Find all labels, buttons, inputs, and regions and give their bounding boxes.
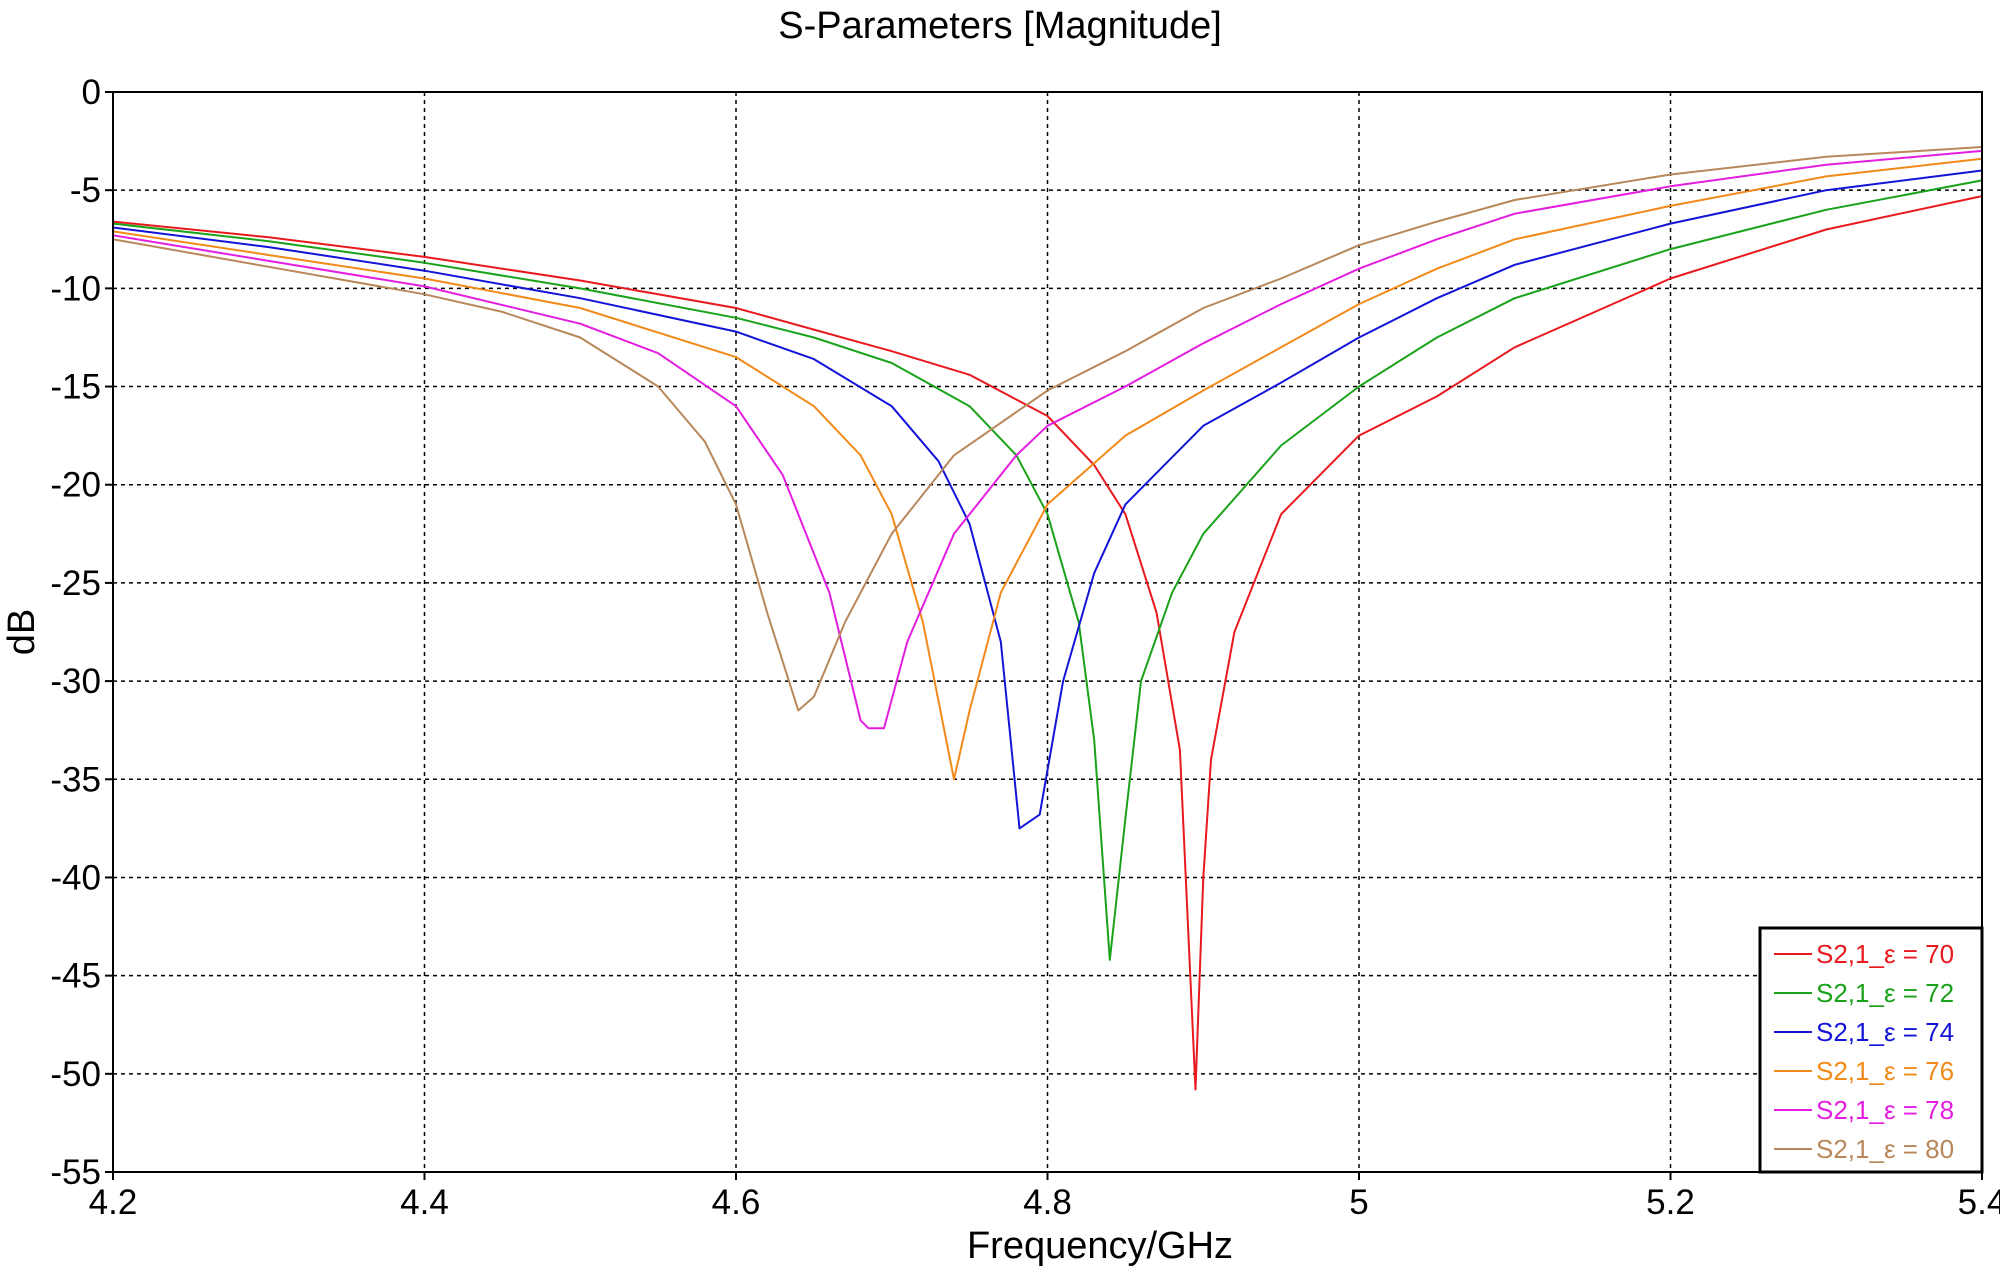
x-axis-label: Frequency/GHz [967, 1225, 1233, 1267]
y-tick-label: -15 [50, 368, 101, 407]
y-tick-label: -20 [50, 466, 101, 505]
series-line-1 [112, 195, 1983, 1091]
y-tick-label: -10 [50, 269, 101, 308]
y-tick-label: -40 [50, 858, 101, 897]
x-tick-label: 5 [1349, 1183, 1368, 1222]
legend-label: S2,1_ε = 80 [1816, 1134, 1954, 1164]
legend-box [1758, 926, 1984, 1174]
x-tick-label: 5.4 [1958, 1183, 2000, 1222]
series-line-3 [112, 169, 1983, 830]
y-tick-label: -35 [50, 760, 101, 799]
x-tick-label: 4.8 [1023, 1183, 1072, 1222]
y-tick-label: -25 [50, 564, 101, 603]
y-tick-label: -5 [70, 171, 101, 210]
legend-label: S2,1_ε = 70 [1816, 939, 1954, 969]
chart-title: S-Parameters [Magnitude] [778, 5, 1222, 47]
y-axis-label: dB [1, 609, 43, 655]
legend-label: S2,1_ε = 72 [1816, 978, 1954, 1008]
y-tick-label: -50 [50, 1055, 101, 1094]
axis-ticks: 4.2 4.4 4.6 4.8 5 5.2 5.4 0 -5 -10 -15 -20 -25 -30 -35… [50, 73, 2000, 1222]
legend-label: S2,1_ε = 74 [1816, 1017, 1954, 1047]
legend-label: S2,1_ε = 78 [1816, 1095, 1954, 1125]
grid-lines [113, 92, 1982, 1172]
x-tick-label: 4.2 [89, 1183, 138, 1222]
y-tick-label: -30 [50, 662, 101, 701]
x-tick-label: 4.6 [712, 1183, 761, 1222]
series-lines [112, 146, 1983, 1091]
series-line-2 [112, 179, 1983, 961]
x-tick-label: 4.4 [400, 1183, 449, 1222]
y-tick-label: 0 [82, 73, 101, 112]
x-tick-label: 5.2 [1646, 1183, 1695, 1222]
series-line-5 [112, 149, 1983, 730]
series-line-4 [112, 157, 1983, 781]
legend-label: S2,1_ε = 76 [1816, 1056, 1954, 1086]
y-tick-label: -45 [50, 957, 101, 996]
y-tick-label: -55 [50, 1153, 101, 1192]
series-line-6 [112, 146, 1983, 712]
legend: S2,1_ε = 70 S2,1_ε = 72 S2,1_ε = 74 S2,1_ε … [1758, 926, 1984, 1174]
